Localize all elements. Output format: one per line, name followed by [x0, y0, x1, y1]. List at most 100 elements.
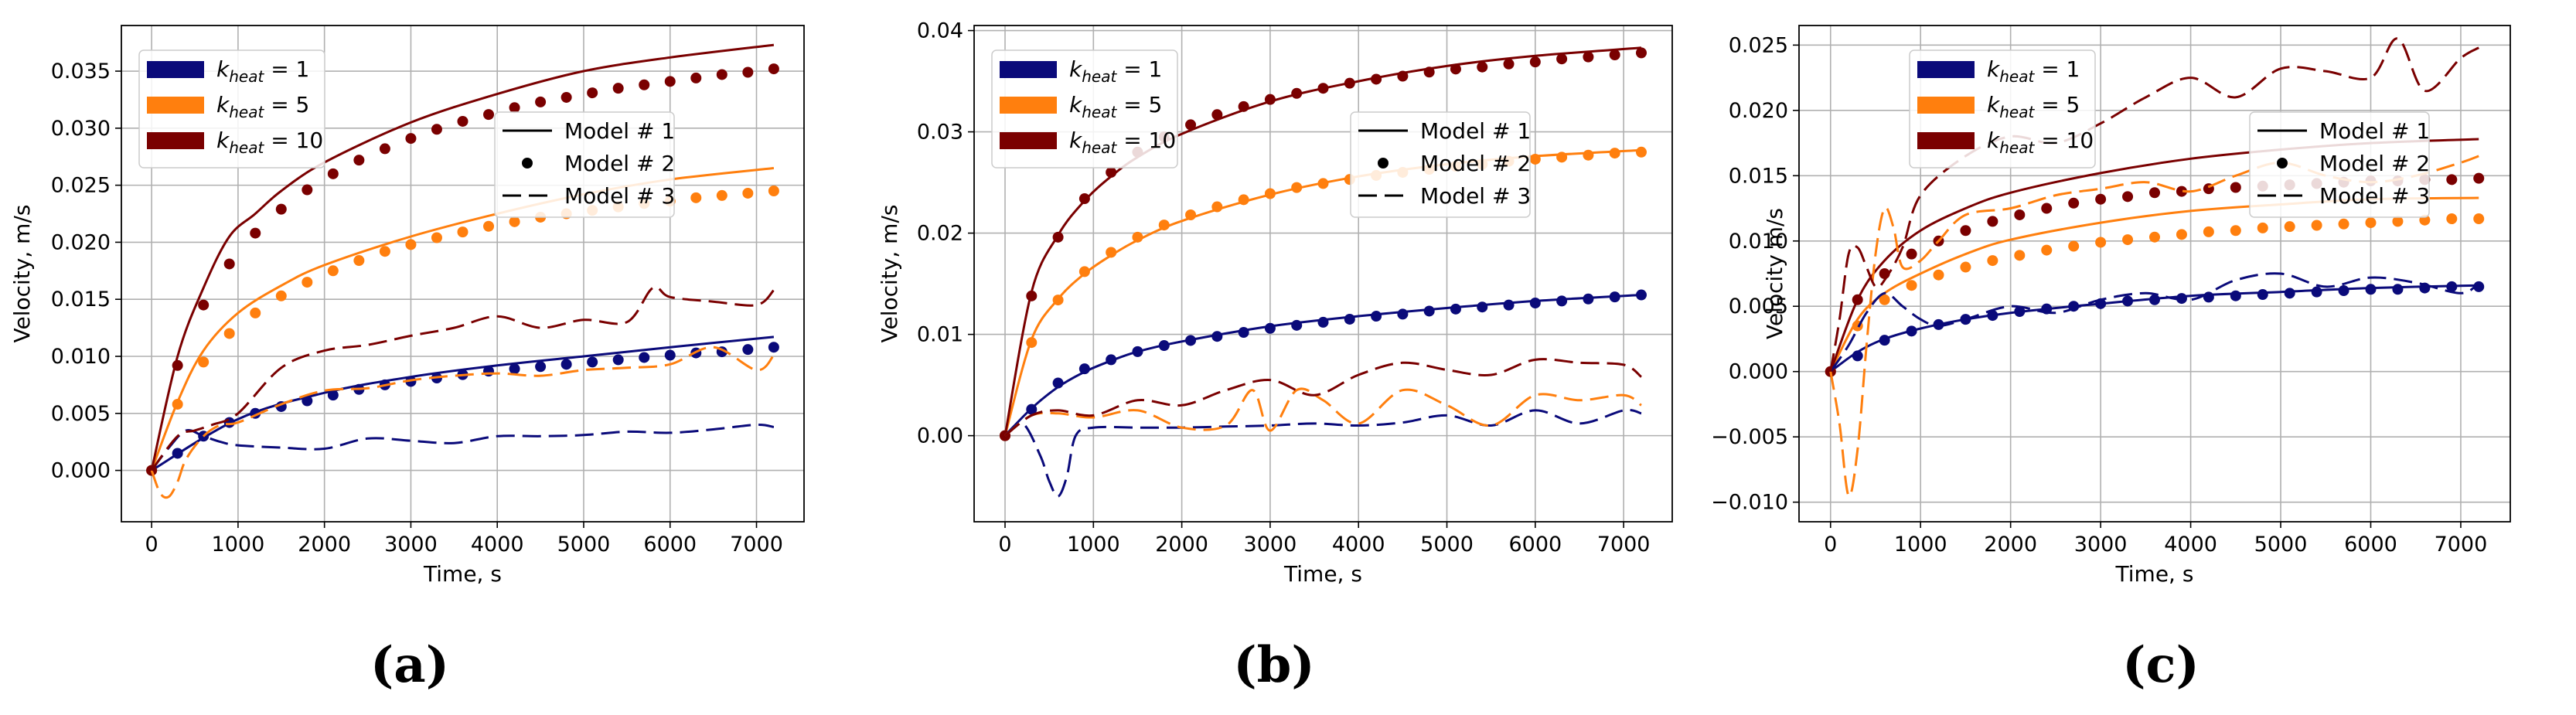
legend-swatch-k10	[1917, 132, 1975, 149]
data-point	[1026, 403, 1038, 415]
data-point	[1450, 303, 1461, 315]
data-point	[2122, 295, 2134, 307]
legend-swatch-k1	[147, 61, 204, 78]
x-tick-label: 3000	[2074, 533, 2128, 557]
data-point	[353, 255, 365, 267]
data-point	[1960, 225, 1971, 237]
data-point	[2473, 172, 2485, 184]
x-axis-label: Time, s	[423, 561, 502, 587]
y-tick-label: 0.000	[1729, 360, 1788, 384]
data-point	[1503, 58, 1515, 70]
data-point	[457, 226, 469, 238]
data-point	[405, 133, 417, 145]
y-tick-label: 0.030	[51, 117, 111, 141]
data-point	[1026, 337, 1038, 349]
data-point	[1635, 47, 1647, 59]
x-axis-label: Time, s	[1283, 561, 1362, 587]
legend-box	[494, 111, 675, 218]
y-tick-label: 0.020	[51, 230, 111, 254]
data-point	[1423, 66, 1435, 78]
data-point	[2473, 213, 2485, 225]
data-point	[2176, 293, 2187, 305]
legend-swatch-k1	[1000, 61, 1057, 78]
data-point	[1211, 109, 1223, 121]
data-point	[1987, 216, 1998, 227]
data-point	[1291, 87, 1303, 99]
data-point	[2041, 244, 2053, 256]
data-point	[172, 448, 183, 459]
data-point	[198, 356, 210, 368]
data-point	[1317, 83, 1329, 94]
data-point	[716, 69, 727, 80]
data-point	[1106, 247, 1117, 258]
legend-label-model: Model # 1	[2319, 118, 2430, 144]
legend-label-k1: kheat = 1	[1069, 56, 1162, 86]
data-point	[302, 184, 313, 196]
data-point	[2041, 203, 2053, 214]
y-tick-label: 0.025	[1729, 33, 1788, 57]
series-line-k1-model-3	[1829, 272, 2480, 373]
data-point	[1078, 193, 1090, 205]
axes: 0 1000 2000 3000 4000 5000 6000 7000 0.00 0.01 0.0…	[877, 19, 1650, 587]
series-line-k5-model-1	[1003, 148, 1642, 436]
legend-swatch-k5	[147, 97, 204, 114]
data-point	[535, 361, 547, 373]
y-tick-label: 0.010	[51, 345, 111, 369]
panel-label: (a)	[370, 636, 449, 694]
data-point	[1583, 51, 1594, 63]
data-point	[1185, 335, 1197, 346]
legend-models: Model # 1 Model # 2 Model # 3	[1350, 111, 1531, 218]
data-point	[1933, 269, 1944, 281]
data-point	[1529, 153, 1541, 165]
x-tick-label: 2000	[1155, 533, 1208, 557]
data-point	[1344, 77, 1355, 89]
x-tick-label: 4000	[471, 533, 524, 557]
data-point	[1906, 325, 1917, 337]
data-point	[1556, 53, 1568, 65]
data-point	[2446, 213, 2458, 225]
data-point	[1158, 340, 1170, 352]
data-point	[1132, 346, 1143, 357]
data-point	[483, 366, 495, 377]
y-axis-label: Velocity, m/s	[877, 205, 902, 343]
series-line-k1-model-1	[151, 335, 775, 472]
series-line-k10-model-3	[150, 285, 775, 472]
x-tick-label: 2000	[1984, 533, 2037, 557]
legend-box	[2249, 111, 2430, 218]
data-point	[1852, 294, 1863, 305]
data-point	[639, 79, 650, 90]
data-point	[1529, 56, 1541, 68]
data-point	[1264, 322, 1276, 334]
data-point	[2149, 231, 2160, 243]
data-point	[1583, 149, 1594, 161]
data-point	[1879, 335, 1890, 346]
series-line-k10-model-3	[1004, 358, 1642, 437]
data-point	[612, 354, 624, 366]
data-point	[768, 186, 779, 196]
x-tick-label: 1000	[212, 533, 265, 557]
data-point	[1291, 182, 1303, 193]
data-point	[2392, 284, 2404, 295]
data-point	[327, 265, 339, 277]
data-point	[223, 417, 235, 428]
data-point	[742, 66, 754, 78]
data-point	[2392, 216, 2404, 227]
data-point	[327, 390, 339, 401]
plot-frame	[121, 25, 805, 523]
series-line-k5-model-1	[1829, 196, 2479, 373]
x-tick-label: 4000	[2164, 533, 2217, 557]
data-point	[1609, 49, 1620, 60]
data-point	[1185, 209, 1197, 221]
legend-label-model: Model # 3	[1420, 183, 1531, 209]
series-line-k5-model-1	[150, 167, 775, 472]
legend-swatch-k10	[1000, 132, 1057, 149]
data-point	[509, 216, 520, 227]
data-point	[1503, 299, 1515, 311]
data-point	[457, 115, 469, 127]
data-point	[405, 239, 417, 250]
axes: 0 1000 2000 3000 4000 5000 6000 7000 −0.010 −0.00…	[1711, 33, 2487, 587]
data-point	[2446, 174, 2458, 186]
data-point	[2149, 294, 2160, 305]
data-point	[716, 189, 727, 201]
data-point	[431, 232, 442, 243]
